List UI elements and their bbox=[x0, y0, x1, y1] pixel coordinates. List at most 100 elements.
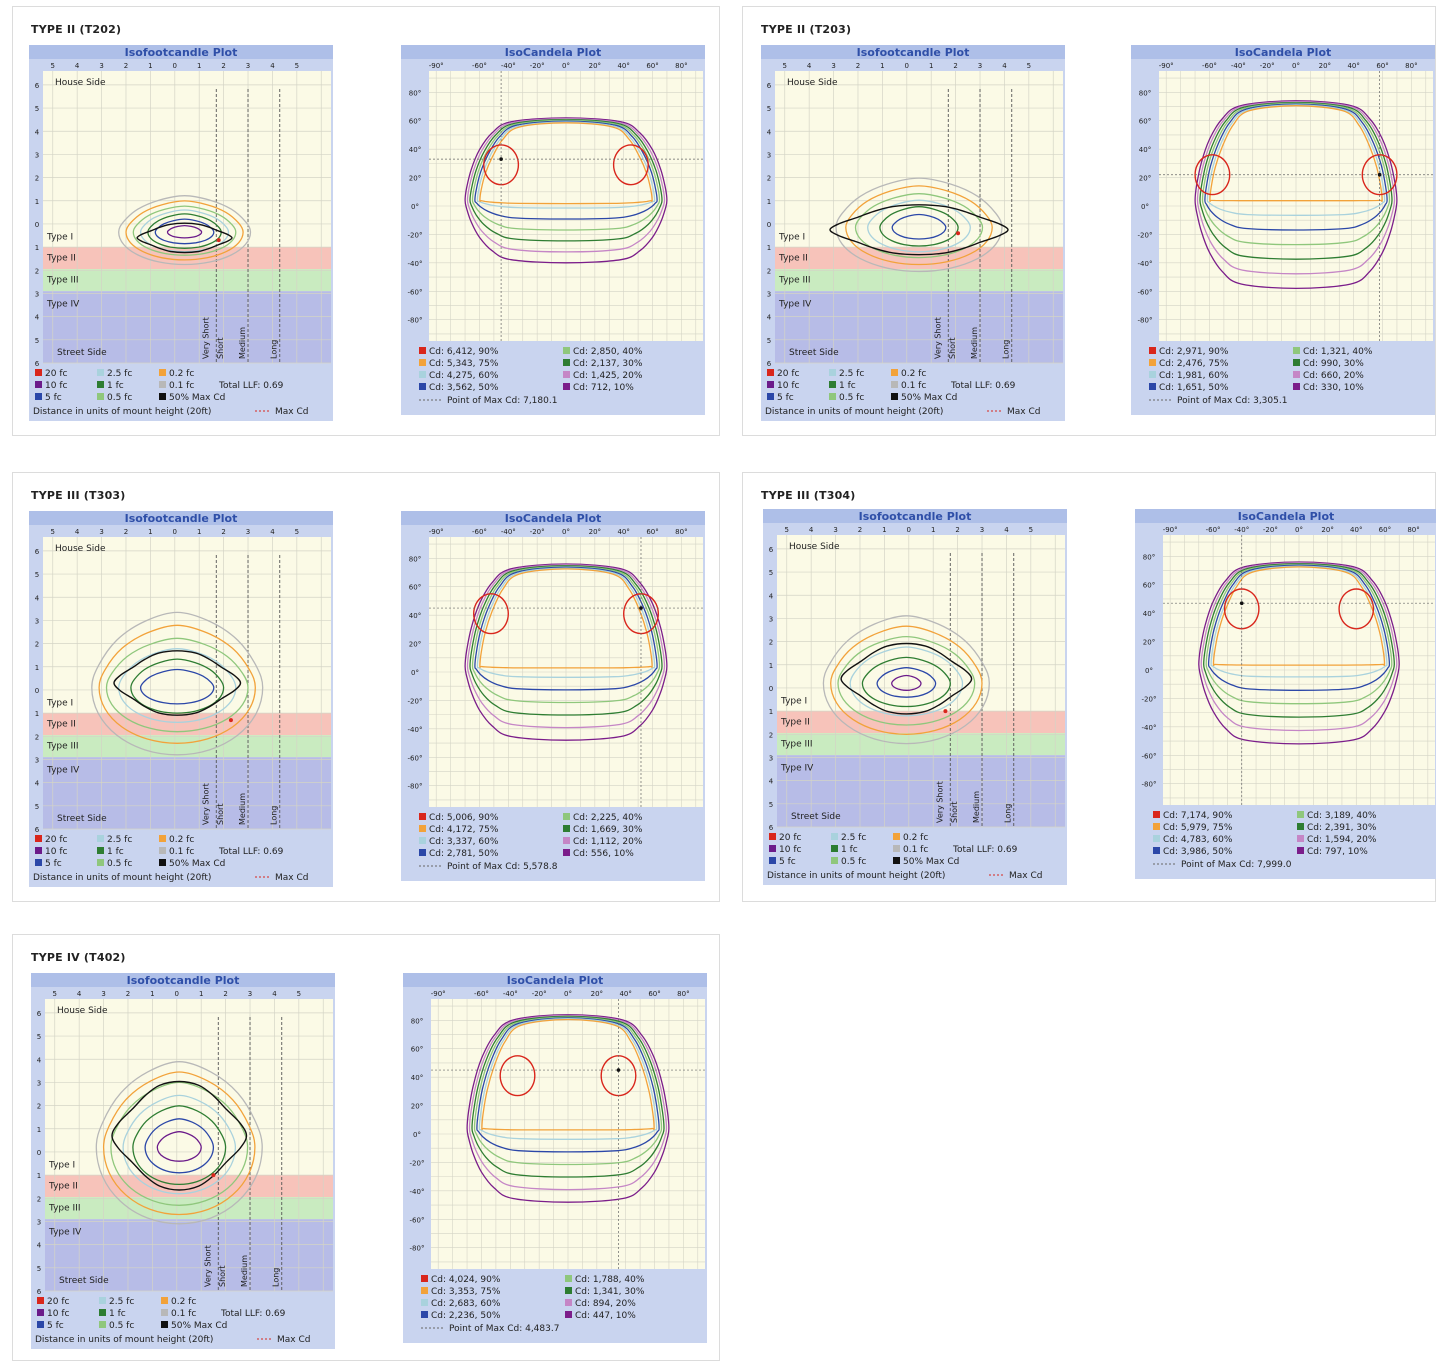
x-tick-label: -20° bbox=[530, 62, 545, 70]
legend-label: 50% Max Cd bbox=[901, 393, 957, 403]
y-tick-label: 4 bbox=[35, 594, 40, 602]
isofootcandle-contour bbox=[118, 195, 252, 266]
y-tick-label: 3 bbox=[35, 290, 39, 298]
x-tick-label: 5 bbox=[51, 62, 55, 70]
y-tick-label: -60° bbox=[408, 754, 423, 762]
legend-swatch bbox=[1153, 823, 1160, 830]
legend-label: Cd: 2,476, 75% bbox=[1159, 359, 1229, 369]
panel-header bbox=[761, 45, 1065, 59]
y-tick-label: 2 bbox=[35, 641, 39, 649]
legend-label: Cd: 6,412, 90% bbox=[429, 347, 499, 357]
legend-label: 0.1 fc bbox=[901, 381, 926, 391]
isofootcandle-panel: Isofootcandle Plot 5 4 3 2 1 0 1 2 3 4 5 6 5 4 3 2 1 0 1 2 3 4… bbox=[29, 511, 333, 887]
isocandela-contour-75 bbox=[479, 122, 653, 205]
x-tick-label: 2 bbox=[221, 528, 225, 536]
isocandela-contour-90 bbox=[1361, 154, 1398, 196]
y-tick-label: 3 bbox=[37, 1079, 41, 1087]
y-tick-label: 40° bbox=[1143, 610, 1155, 618]
house-side-label: House Side bbox=[57, 1006, 108, 1016]
legend-label: 0.5 fc bbox=[107, 859, 132, 869]
isofootcandle-contour bbox=[835, 177, 1003, 273]
legend-label: 0.2 fc bbox=[169, 835, 194, 845]
y-tick-label: -40° bbox=[1138, 260, 1153, 268]
panel-title: IsoCandela Plot bbox=[1238, 510, 1335, 523]
legend-label: Cd: 3,189, 40% bbox=[1307, 811, 1377, 821]
type3-band bbox=[45, 1197, 333, 1220]
legend-label: 0.1 fc bbox=[903, 845, 928, 855]
legend-label: Cd: 1,981, 60% bbox=[1159, 371, 1229, 381]
isocandela-contour-90 bbox=[483, 144, 520, 186]
legend-label: Cd: 1,594, 20% bbox=[1307, 835, 1377, 845]
legend-swatch bbox=[159, 393, 166, 400]
band-label-type4: Type IV bbox=[48, 1228, 82, 1238]
isofootcandle-contour bbox=[891, 674, 922, 691]
vline-label-3: Long bbox=[1004, 804, 1013, 823]
x-tick-label: 1 bbox=[197, 528, 201, 536]
legend-swatch bbox=[831, 857, 838, 864]
isocandela-contour-90 bbox=[1338, 588, 1375, 630]
x-tick-label: -40° bbox=[501, 528, 516, 536]
legend-label: 0.1 fc bbox=[169, 381, 194, 391]
x-tick-label: 40° bbox=[617, 62, 629, 70]
legend-swatch bbox=[161, 1297, 168, 1304]
vline-label-3: Long bbox=[1002, 340, 1011, 359]
isocandela-contour-90 bbox=[1223, 588, 1260, 630]
isocandela-contour-90 bbox=[622, 593, 660, 635]
card-title: TYPE III (T303) bbox=[31, 489, 126, 502]
x-tick-label: -20° bbox=[1260, 62, 1275, 70]
max-cd-point bbox=[216, 238, 221, 243]
y-tick-label: 5 bbox=[769, 801, 773, 809]
legend-label: 2.5 fc bbox=[107, 369, 132, 379]
x-tick-label: -40° bbox=[1231, 62, 1246, 70]
y-tick-label: 60° bbox=[1139, 118, 1151, 126]
isocandela-panel: IsoCandela Plot -90° -60° -40° -20° 0° 20° 40° 6… bbox=[401, 45, 705, 415]
y-tick-label: 2 bbox=[37, 1195, 41, 1203]
type2-band bbox=[43, 247, 331, 270]
y-tick-label: 3 bbox=[37, 1218, 41, 1226]
x-tick-label: 5 bbox=[1027, 62, 1031, 70]
legend-label: Cd: 990, 30% bbox=[1303, 359, 1364, 369]
legend-swatch bbox=[35, 859, 42, 866]
legend-label: 0.5 fc bbox=[839, 393, 864, 403]
vline-label-3: Long bbox=[270, 340, 279, 359]
legend-swatch bbox=[419, 813, 426, 820]
x-tick-label: 2 bbox=[223, 990, 227, 998]
legend-label: 0.2 fc bbox=[903, 833, 928, 843]
isocandela-contour-30 bbox=[1203, 562, 1395, 718]
legend-label: 0.5 fc bbox=[109, 1321, 134, 1331]
isocandela-contour-40 bbox=[471, 119, 661, 231]
legend-swatch bbox=[35, 847, 42, 854]
isocandela-contour-30 bbox=[1199, 101, 1393, 260]
type2-band bbox=[43, 713, 331, 736]
legend-swatch bbox=[891, 393, 898, 400]
isocandela-contour-50 bbox=[1204, 103, 1388, 231]
legend-label: 10 fc bbox=[777, 381, 799, 391]
y-tick-label: 4 bbox=[767, 128, 772, 136]
vline-label-2: Medium bbox=[238, 327, 247, 359]
y-tick-label: 5 bbox=[767, 337, 771, 345]
isocandela-contour-30 bbox=[469, 118, 663, 242]
legend-swatch bbox=[1149, 347, 1156, 354]
isofootcandle-svg: Isofootcandle Plot 5 4 3 2 1 0 1 2 3 4 5 6 5 4 3 2 1 0 1 2 3 4… bbox=[29, 511, 333, 887]
legend-label: 2.5 fc bbox=[841, 833, 866, 843]
band-label-type1: Type I bbox=[780, 697, 807, 707]
y-tick-label: 3 bbox=[35, 617, 39, 625]
legend-swatch bbox=[159, 381, 166, 388]
y-tick-label: 80° bbox=[409, 89, 421, 97]
y-tick-label: 0° bbox=[411, 669, 419, 677]
type4-band bbox=[777, 755, 1065, 827]
half-max-cd-contour bbox=[113, 650, 242, 716]
legend-label: Cd: 447, 10% bbox=[575, 1311, 636, 1321]
x-tick-label: 1 bbox=[929, 62, 933, 70]
isofootcandle-contour bbox=[166, 224, 203, 239]
legend-swatch bbox=[1297, 835, 1304, 842]
legend-swatch bbox=[37, 1297, 44, 1304]
x-tick-label: 5 bbox=[785, 526, 789, 534]
legend-swatch bbox=[829, 393, 836, 400]
y-tick-label: -80° bbox=[1142, 781, 1157, 789]
legend-label: 1 fc bbox=[107, 847, 124, 857]
panel-title: Isofootcandle Plot bbox=[859, 510, 972, 523]
isofootcandle-contour bbox=[837, 635, 976, 726]
isocandela-contour-10 bbox=[464, 563, 668, 741]
legend-swatch bbox=[563, 371, 570, 378]
